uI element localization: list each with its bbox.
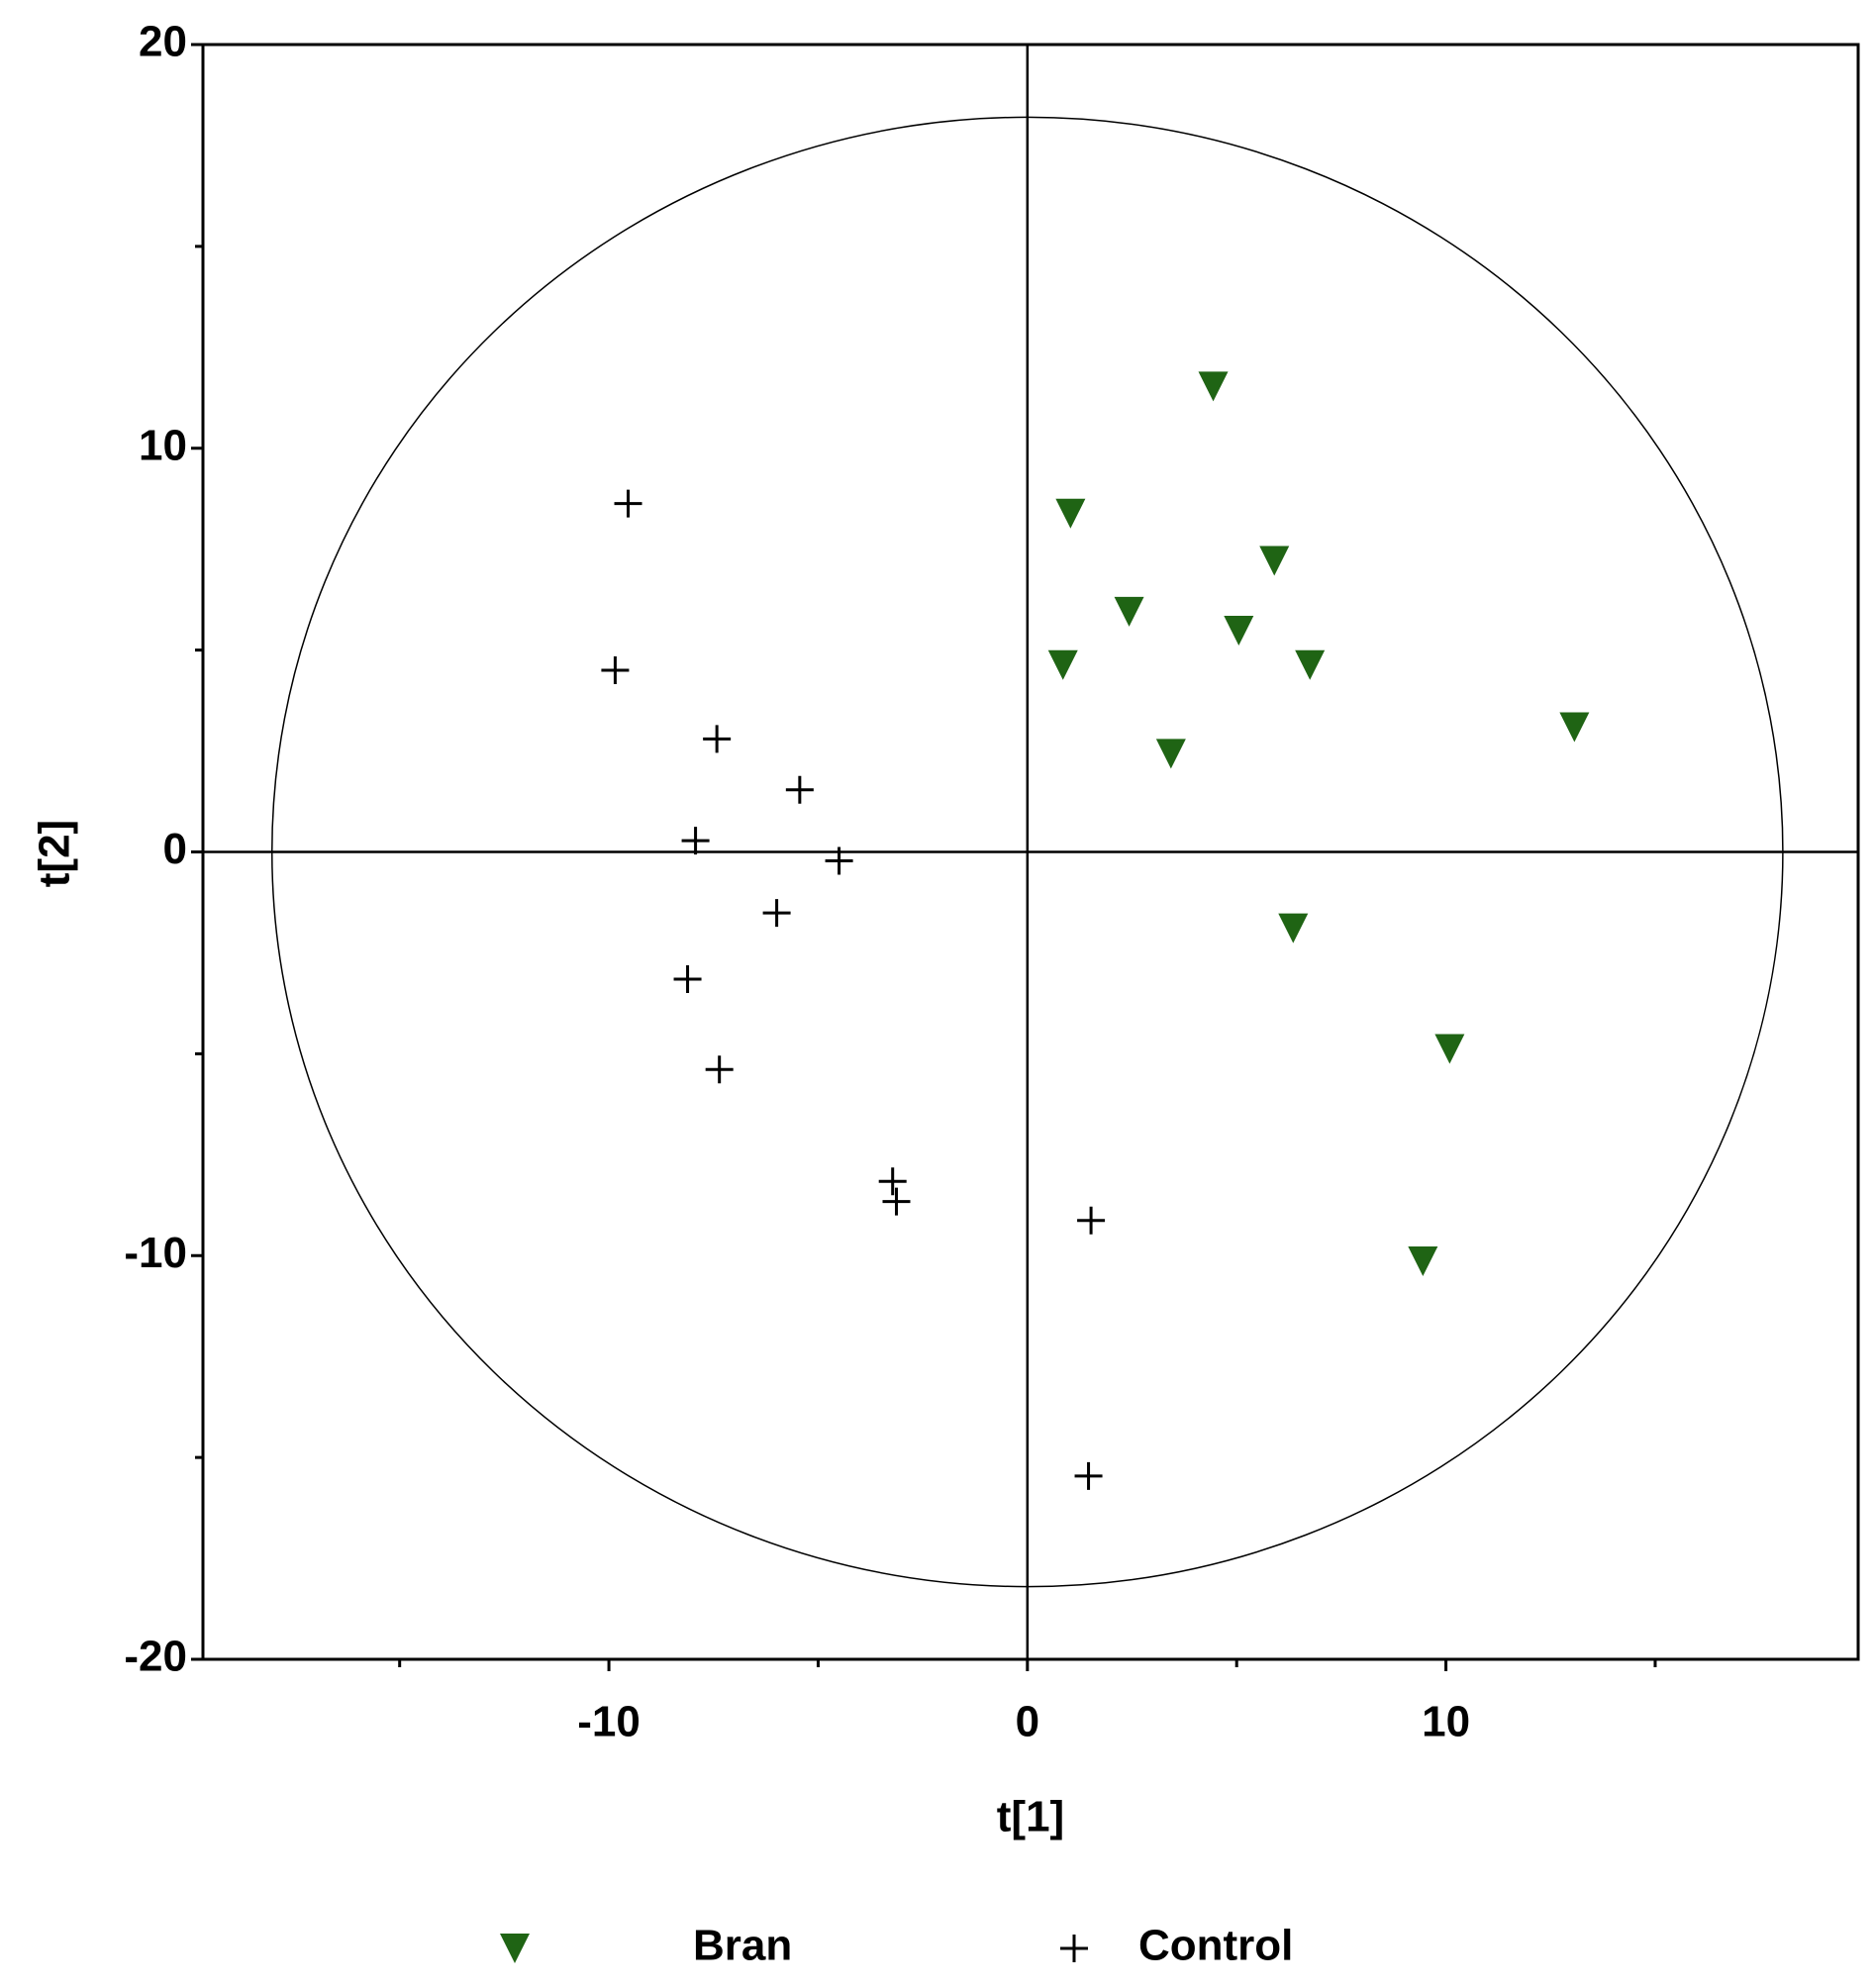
point [785, 775, 814, 804]
point [1434, 1034, 1465, 1064]
point [1047, 649, 1078, 680]
y-tick-label: 20 [139, 18, 187, 66]
point [825, 846, 853, 875]
point [882, 1187, 911, 1216]
point [762, 899, 791, 928]
y-tick-label: -10 [124, 1229, 187, 1277]
point [1198, 371, 1229, 402]
legend-label: Control [1138, 1922, 1293, 1970]
x-axis-title: t[1] [997, 1793, 1064, 1841]
point [1074, 1461, 1103, 1490]
x-tick-label: 10 [1422, 1698, 1470, 1746]
point [1055, 498, 1086, 529]
legend-marker [500, 1934, 530, 1963]
y-axis-title: t[2] [31, 820, 79, 887]
legend-marker [1060, 1935, 1088, 1962]
point [1114, 596, 1144, 627]
point [1408, 1245, 1438, 1276]
x-tick-label: 0 [1016, 1698, 1039, 1746]
hotelling-ellipse [271, 116, 1784, 1588]
point [878, 1167, 907, 1196]
legend-label: Bran [693, 1922, 792, 1970]
point [614, 489, 642, 518]
point [681, 827, 710, 855]
point [705, 1055, 734, 1084]
point [601, 656, 630, 685]
y-tick-label: 10 [139, 421, 187, 469]
y-tick-label: 0 [163, 825, 187, 873]
y-tick-label: -20 [124, 1633, 187, 1681]
point [1155, 739, 1186, 769]
point [1295, 649, 1326, 680]
x-tick-label: -10 [577, 1698, 641, 1746]
point [1278, 913, 1309, 944]
point [1077, 1206, 1106, 1235]
point [1224, 616, 1254, 646]
point [1259, 546, 1290, 576]
point [703, 725, 732, 753]
point [1559, 712, 1590, 743]
point [673, 964, 702, 993]
